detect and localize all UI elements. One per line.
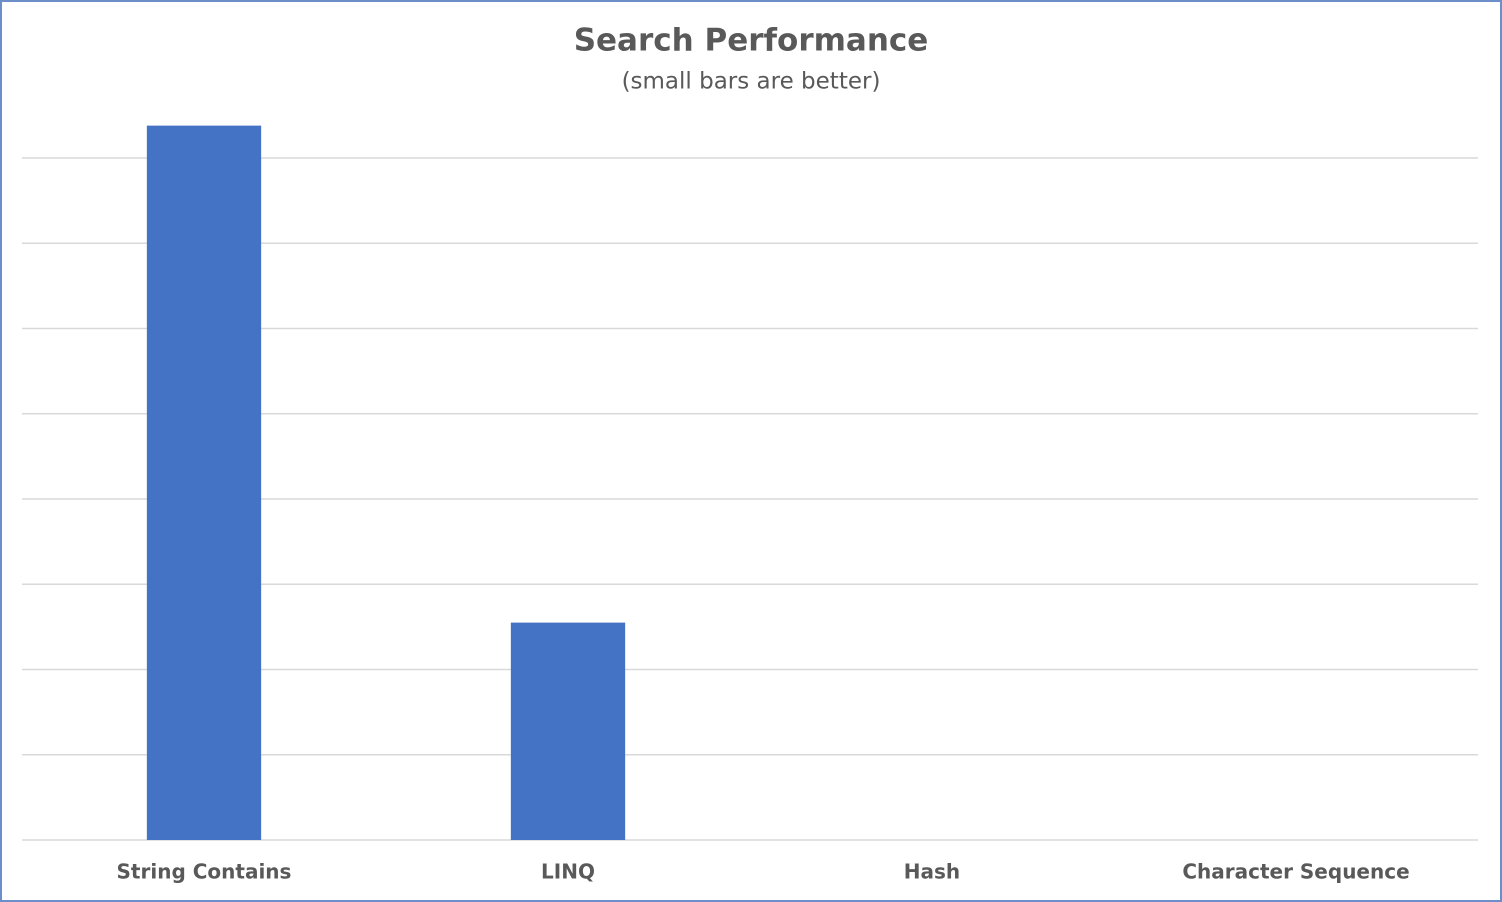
x-tick-label: Character Sequence <box>1182 860 1409 884</box>
x-tick-label: LINQ <box>541 860 595 884</box>
bar <box>146 125 262 841</box>
chart-subtitle: (small bars are better) <box>622 69 881 95</box>
x-tick-label: Hash <box>904 860 960 884</box>
bar <box>510 622 626 840</box>
x-tick-label: String Contains <box>117 860 292 884</box>
chart-title: Search Performance <box>574 23 929 59</box>
